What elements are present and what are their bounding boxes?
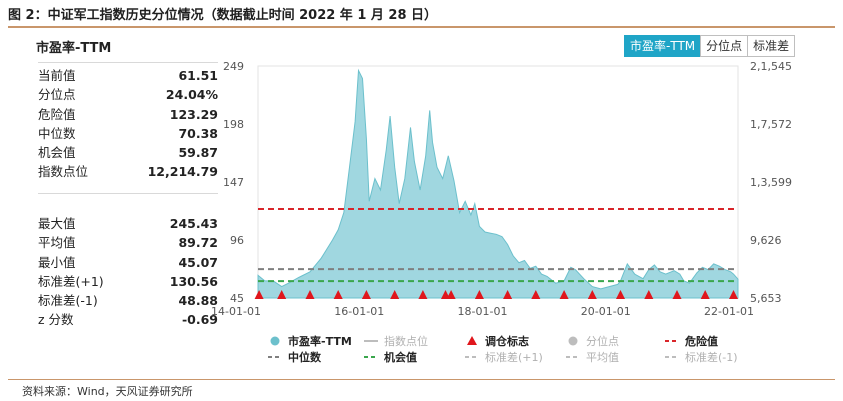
stat-row: 中位数 70.38 — [38, 124, 218, 143]
stats-history: 最大值 245.43 平均值 89.72 最小值 45.07 标准差(+1) 130.5… — [38, 214, 218, 330]
legend-item-label: 平均值 — [586, 351, 619, 364]
rebalance-marker — [587, 290, 597, 299]
title-rule — [8, 26, 835, 28]
stat-label: 分位点 — [38, 87, 76, 103]
legend-item-swatch — [568, 336, 578, 346]
stat-value: 245.43 — [169, 216, 218, 231]
rebalance-marker — [361, 290, 371, 299]
stat-row: 标准差(-1) 48.88 — [38, 291, 218, 310]
x-tick-label: 22-01-01 — [704, 305, 754, 318]
stat-row: 最大值 245.43 — [38, 214, 218, 233]
stat-value: 130.56 — [169, 273, 218, 289]
y-left-tick-label: 45 — [230, 292, 244, 305]
rebalance-marker — [418, 290, 428, 299]
rebalance-marker — [474, 290, 484, 299]
stat-label: 标准差(+1) — [38, 273, 104, 289]
legend-item-swatch — [467, 336, 477, 345]
pe-ttm-area — [257, 68, 739, 299]
legend-item-label: 中位数 — [288, 350, 322, 364]
legend-item-swatch — [270, 336, 280, 346]
legend-item-label: 市盈率-TTM — [288, 334, 352, 348]
stat-value: 59.87 — [178, 145, 218, 161]
metric-tabs: 市盈率-TTM 分位点 标准差 — [624, 35, 796, 57]
x-tick-label: 14-01-01 — [211, 305, 261, 318]
source-rule — [8, 379, 835, 380]
legend-item-label: 分位点 — [586, 334, 619, 348]
legend-item-label: 标准差(-1) — [685, 350, 738, 364]
y-right-tick-label: 1,3,599 — [750, 176, 792, 189]
rebalance-marker — [305, 290, 315, 299]
rebalance-marker — [446, 290, 456, 299]
rebalance-marker — [390, 290, 400, 299]
stat-value: 12,214.79 — [147, 164, 218, 180]
stat-label: 当前值 — [38, 68, 76, 83]
stats-current: 当前值 61.51 分位点 24.04% 危险值 123.29 中位数 70.38 机会… — [38, 66, 218, 182]
y-right-tick-label: 5,653 — [750, 292, 782, 305]
panel-title: 市盈率-TTM — [36, 41, 112, 56]
stat-value: 24.04% — [165, 87, 218, 103]
stats-divider-top — [38, 62, 218, 63]
stat-value: 89.72 — [178, 235, 218, 251]
rebalance-marker — [254, 290, 264, 299]
legend-item-label: 标准差(+1) — [485, 350, 543, 364]
tab-pe-ttm[interactable]: 市盈率-TTM — [624, 35, 702, 57]
stat-value: 45.07 — [178, 254, 218, 270]
rebalance-marker — [277, 290, 287, 299]
legend-item-label: 机会值 — [384, 350, 417, 364]
rebalance-marker — [644, 290, 654, 299]
stat-label: 最小值 — [38, 254, 76, 270]
rebalance-marker — [531, 290, 541, 299]
rebalance-marker — [616, 290, 625, 299]
y-left-tick-label: 249 — [223, 60, 244, 73]
y-left-tick-label: 96 — [230, 234, 244, 247]
stat-row: 危险值 123.29 — [38, 105, 218, 124]
stat-value: -0.69 — [181, 312, 218, 328]
stat-value: 48.88 — [178, 293, 218, 309]
stat-label: 最大值 — [38, 216, 76, 231]
stat-row: 标准差(+1) 130.56 — [38, 272, 218, 291]
stat-label: 机会值 — [38, 145, 76, 161]
y-left-tick-label: 198 — [223, 118, 244, 131]
stat-label: 指数点位 — [38, 164, 89, 180]
stat-row: 最小值 45.07 — [38, 253, 218, 272]
legend-item-label: 指数点位 — [384, 334, 428, 348]
rebalance-marker — [503, 290, 513, 299]
figure-title: 图 2：中证军工指数历史分位情况（数据截止时间 2022 年 1 月 28 日） — [8, 8, 438, 23]
stat-row: 机会值 59.87 — [38, 143, 218, 162]
stat-label: 中位数 — [38, 125, 76, 141]
tab-std-dev[interactable]: 标准差 — [747, 35, 796, 57]
rebalance-marker — [729, 290, 738, 299]
x-tick-label: 18-01-01 — [458, 305, 508, 318]
stat-label: z 分数 — [38, 312, 74, 328]
x-tick-label: 20-01-01 — [581, 305, 631, 318]
stat-value: 123.29 — [169, 106, 218, 122]
stat-row: 平均值 89.72 — [38, 233, 218, 252]
legend-item-label: 危险值 — [684, 334, 718, 348]
stat-label: 平均值 — [38, 235, 76, 251]
stat-value: 70.38 — [178, 125, 218, 141]
stat-value: 61.51 — [178, 68, 218, 83]
rebalance-marker — [333, 290, 343, 299]
rebalance-marker — [559, 290, 569, 299]
y-right-tick-label: 1,7,572 — [750, 118, 792, 131]
stat-row: z 分数 -0.69 — [38, 310, 218, 329]
rebalance-marker — [672, 290, 682, 299]
stat-row: 当前值 61.51 — [38, 66, 218, 85]
stat-label: 危险值 — [38, 106, 76, 122]
legend-item-label: 调仓标志 — [485, 334, 529, 348]
tab-percentile[interactable]: 分位点 — [700, 35, 749, 57]
stat-row: 指数点位 12,214.79 — [38, 162, 218, 181]
y-right-tick-label: 2,1,545 — [750, 60, 792, 73]
y-left-tick-label: 147 — [223, 176, 244, 189]
y-right-tick-label: 9,626 — [750, 234, 782, 247]
stat-label: 标准差(-1) — [38, 293, 98, 309]
rebalance-marker — [700, 290, 710, 299]
x-tick-label: 16-01-01 — [334, 305, 384, 318]
stat-row: 分位点 24.04% — [38, 85, 218, 104]
source-note: 资料来源：Wind，天风证券研究所 — [22, 385, 193, 398]
stats-divider-middle — [38, 193, 218, 194]
